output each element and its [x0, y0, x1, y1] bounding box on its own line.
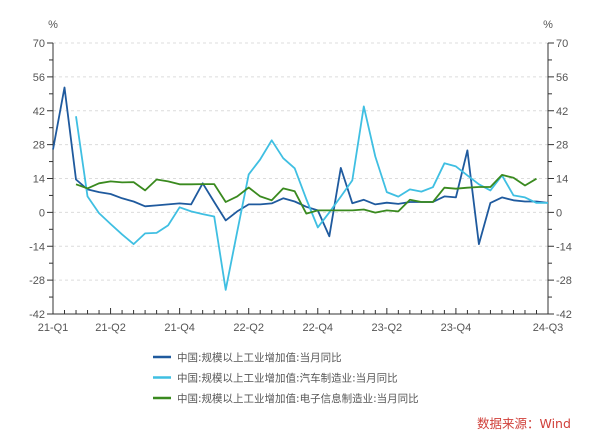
series-lines — [52, 86, 549, 291]
x-tick-label: 21-Q1 — [38, 322, 69, 334]
y-tick-label-right: 28 — [556, 140, 568, 152]
y-tick-label-left: 42 — [33, 106, 45, 118]
x-tick-label: 22-Q2 — [233, 322, 264, 334]
series-line-2 — [75, 105, 548, 291]
x-tick-label: 24-Q3 — [533, 322, 564, 334]
x-tick-label: 23-Q4 — [441, 322, 472, 334]
y-tick-label-left: -14 — [29, 241, 45, 253]
legend-label-3: 中国:规模以上工业增加值:电子信息制造业:当月同比 — [177, 392, 419, 405]
y-tick-label-right: -28 — [556, 275, 572, 287]
y-tick-label-left: -42 — [29, 309, 45, 321]
y-tick-label-left: -28 — [29, 275, 45, 287]
y-tick-label-right: -14 — [556, 241, 572, 253]
legend-label-2: 中国:规模以上工业增加值:汽车制造业:当月同比 — [177, 372, 398, 385]
y-tick-label-left: 70 — [33, 38, 45, 50]
data-source: 数据来源：Wind — [477, 416, 571, 431]
x-tick-label: 22-Q4 — [302, 322, 333, 334]
x-tick-label: 23-Q2 — [372, 322, 403, 334]
y-tick-label-left: 28 — [33, 140, 45, 152]
series-line-3 — [75, 174, 537, 215]
y-tick-label-left: 14 — [33, 174, 45, 186]
axes: -42 -42 -28 -28 -14 -14 0 0 14 14 28 28 42 42 56 56 70 70… — [29, 38, 572, 334]
y-tick-label-left: 0 — [39, 207, 45, 219]
y-tick-label-right: 14 — [556, 174, 568, 186]
y-tick-label-right: 56 — [556, 72, 568, 84]
y-tick-label-right: 0 — [556, 207, 562, 219]
x-tick-label: 21-Q2 — [95, 322, 126, 334]
y-tick-label-left: 56 — [33, 72, 45, 84]
y-axis-unit-left: % — [48, 19, 58, 31]
y-tick-label-right: 70 — [556, 38, 568, 50]
y-axis-unit-right: % — [543, 19, 553, 31]
x-tick-label: 21-Q4 — [164, 322, 195, 334]
y-tick-label-right: -42 — [556, 309, 572, 321]
legend-label-1: 中国:规模以上工业增加值:当月同比 — [177, 351, 342, 364]
gridlines — [53, 42, 548, 281]
y-tick-label-right: 42 — [556, 106, 568, 118]
legend: 中国:规模以上工业增加值:当月同比中国:规模以上工业增加值:汽车制造业:当月同比… — [153, 351, 419, 405]
